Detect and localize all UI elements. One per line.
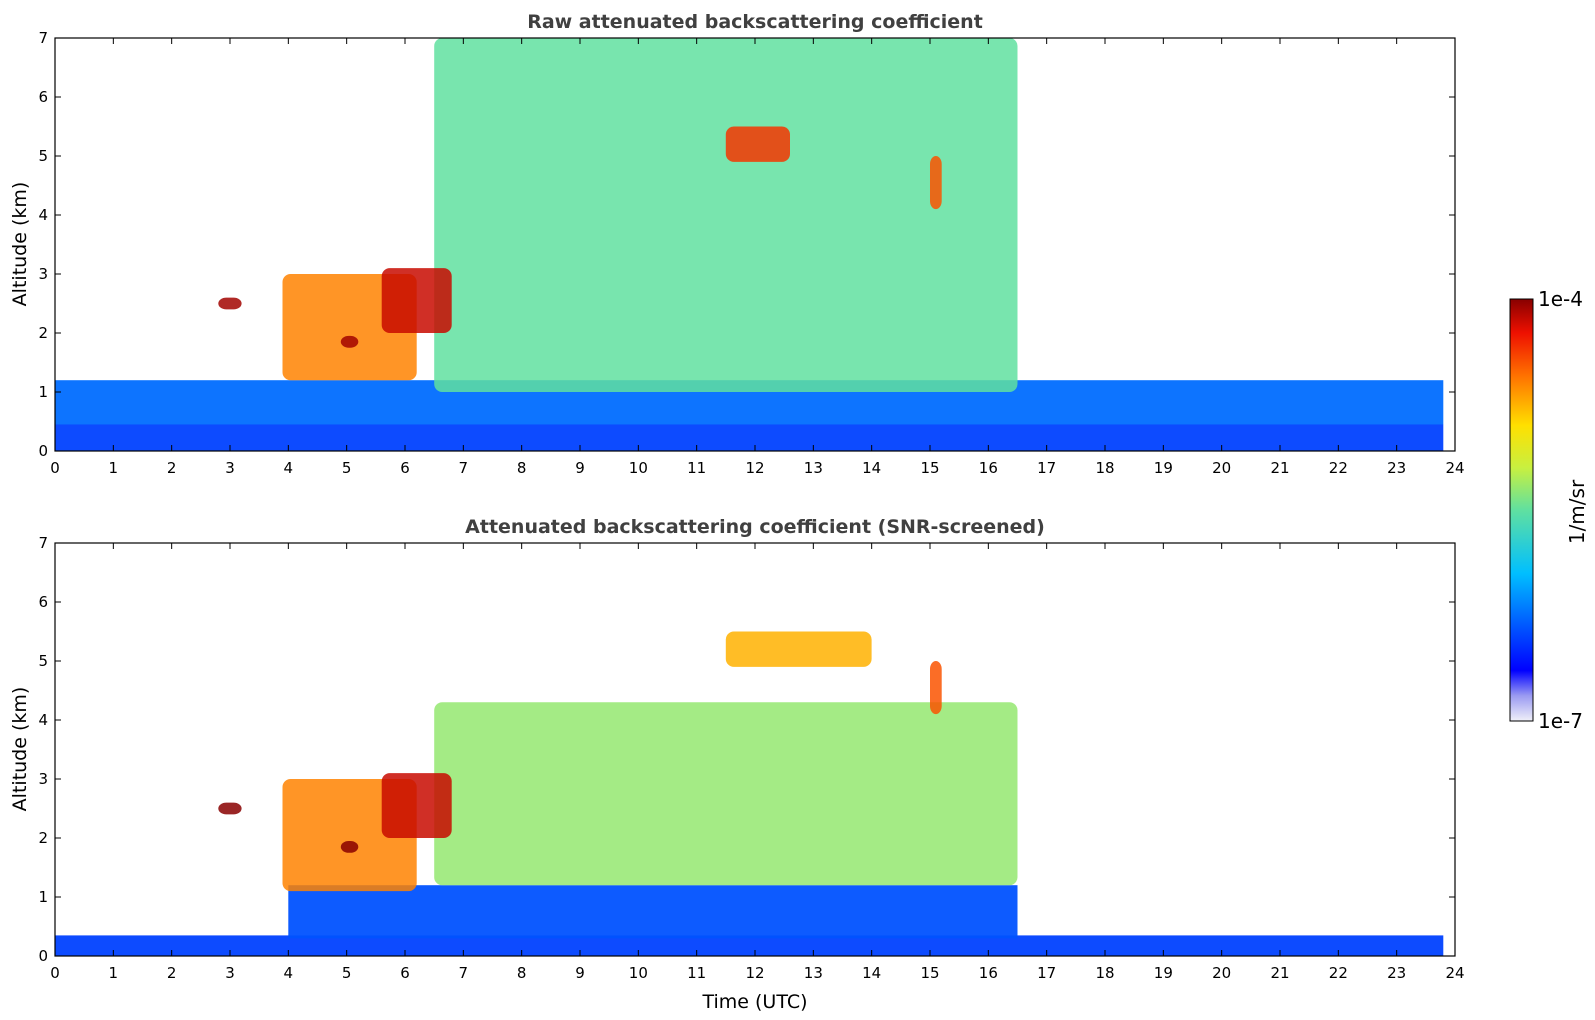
x-tick-label: 22 (1329, 964, 1348, 982)
x-tick-label: 11 (687, 459, 706, 477)
y-tick-label: 5 (38, 147, 48, 165)
x-tick-label: 5 (342, 459, 352, 477)
heatmap-region (725, 126, 790, 162)
x-tick-label: 17 (1037, 964, 1056, 982)
x-tick-label: 14 (862, 459, 881, 477)
panel-raw-ticks: 0 1 2 3 4 5 6 7 8 9 10 11 12 13 14 15 16 17 18 19 20 21 22 23 24… (38, 29, 1464, 477)
x-tick-label: 15 (920, 459, 939, 477)
panel-screened-title: Attenuated backscattering coefficient (S… (465, 516, 1045, 538)
colorbar-gradient (1509, 298, 1534, 722)
panel-raw: Raw attenuated backscattering coefficien… (9, 11, 1465, 477)
x-tick-label: 3 (225, 459, 235, 477)
y-tick-label: 2 (38, 324, 48, 342)
heatmap-region (55, 935, 1444, 956)
x-tick-label: 9 (575, 459, 585, 477)
x-tick-label: 19 (1154, 459, 1173, 477)
x-tick-label: 3 (225, 964, 235, 982)
x-tick-label: 2 (167, 964, 177, 982)
y-tick-label: 3 (38, 265, 48, 283)
panel-screened: Attenuated backscattering coefficient (S… (9, 516, 1465, 1013)
y-tick-label: 3 (38, 770, 48, 788)
x-tick-label: 20 (1212, 964, 1231, 982)
heatmap-region (218, 297, 242, 310)
heatmap-region (218, 802, 242, 815)
x-tick-label: 9 (575, 964, 585, 982)
heatmap-region (55, 424, 1444, 451)
x-tick-label: 23 (1387, 964, 1406, 982)
x-tick-label: 21 (1270, 459, 1289, 477)
heatmap-region (340, 841, 359, 853)
y-tick-label: 0 (38, 442, 48, 460)
colorbar-min-label: 1e-7 (1538, 709, 1583, 733)
y-tick-label: 4 (38, 711, 48, 729)
x-tick-label: 13 (804, 964, 823, 982)
x-tick-label: 10 (629, 964, 648, 982)
colorbar: 1e-4 1e-7 1/m/sr (1509, 287, 1589, 733)
x-tick-label: 7 (459, 459, 469, 477)
heatmap-region (381, 268, 452, 333)
x-tick-label: 24 (1445, 964, 1464, 982)
colorbar-max-label: 1e-4 (1538, 287, 1583, 311)
x-tick-label: 8 (517, 964, 527, 982)
panel-screened-heatmap (55, 631, 1444, 956)
heatmap-region (381, 773, 452, 838)
x-tick-label: 11 (687, 964, 706, 982)
x-tick-label: 8 (517, 459, 527, 477)
heatmap-region (725, 631, 872, 667)
x-tick-label: 16 (979, 459, 998, 477)
x-tick-label: 22 (1329, 459, 1348, 477)
y-tick-label: 6 (38, 593, 48, 611)
x-tick-label: 13 (804, 459, 823, 477)
y-tick-label: 7 (38, 29, 48, 47)
x-tick-label: 14 (862, 964, 881, 982)
x-tick-label: 6 (400, 459, 410, 477)
x-tick-label: 12 (745, 964, 764, 982)
panel-raw-title: Raw attenuated backscattering coefficien… (527, 11, 983, 33)
y-tick-label: 6 (38, 88, 48, 106)
x-tick-label: 17 (1037, 459, 1056, 477)
x-tick-label: 15 (920, 964, 939, 982)
x-tick-label: 19 (1154, 964, 1173, 982)
panel-screened-ticks: 0 1 2 3 4 5 6 7 8 9 10 11 12 13 14 15 16 17 18 19 20 21 22 23 24… (38, 534, 1464, 982)
x-tick-label: 23 (1387, 459, 1406, 477)
y-tick-label: 5 (38, 652, 48, 670)
x-tick-label: 20 (1212, 459, 1231, 477)
x-tick-label: 5 (342, 964, 352, 982)
x-tick-label: 7 (459, 964, 469, 982)
panel-screened-xlabel: Time (UTC) (701, 991, 807, 1013)
x-tick-label: 21 (1270, 964, 1289, 982)
x-tick-label: 2 (167, 459, 177, 477)
y-tick-label: 7 (38, 534, 48, 552)
x-tick-label: 0 (50, 459, 60, 477)
heatmap-region (288, 885, 1018, 939)
y-tick-label: 0 (38, 947, 48, 965)
x-tick-label: 4 (284, 459, 294, 477)
x-tick-label: 18 (1095, 459, 1114, 477)
heatmap-region (930, 661, 942, 715)
x-tick-label: 24 (1445, 459, 1464, 477)
x-tick-label: 10 (629, 459, 648, 477)
x-tick-label: 12 (745, 459, 764, 477)
heatmap-region (930, 156, 942, 210)
y-tick-label: 1 (38, 888, 48, 906)
y-tick-label: 2 (38, 829, 48, 847)
x-tick-label: 1 (109, 459, 119, 477)
y-tick-label: 4 (38, 206, 48, 224)
panel-raw-heatmap (55, 38, 1444, 451)
heatmap-region (434, 38, 1018, 392)
y-tick-label: 1 (38, 383, 48, 401)
panel-raw-ylabel: Altitude (km) (9, 182, 31, 307)
panel-screened-ylabel: Altitude (km) (9, 687, 31, 812)
colorbar-unit-label: 1/m/sr (1565, 479, 1589, 544)
x-tick-label: 16 (979, 964, 998, 982)
x-tick-label: 6 (400, 964, 410, 982)
x-tick-label: 1 (109, 964, 119, 982)
x-tick-label: 0 (50, 964, 60, 982)
heatmap-region (340, 335, 359, 348)
x-tick-label: 4 (284, 964, 294, 982)
heatmap-region (434, 702, 1018, 886)
x-tick-label: 18 (1095, 964, 1114, 982)
